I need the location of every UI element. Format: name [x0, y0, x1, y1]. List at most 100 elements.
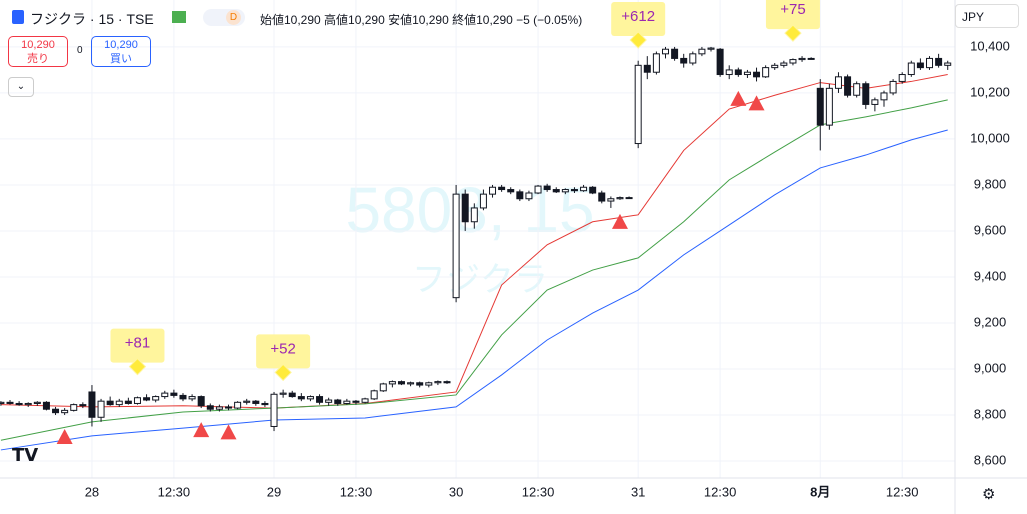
candle-body	[743, 71, 751, 76]
buy-price: 10,290	[104, 39, 138, 51]
candle-body	[316, 396, 324, 403]
logo-icon	[12, 10, 24, 24]
y-tick-label: 10,200	[970, 84, 1010, 99]
x-tick-label: 12:30	[704, 484, 737, 499]
annotation-diamond	[128, 357, 147, 376]
annotation: +81	[110, 328, 165, 376]
candle-body	[443, 381, 451, 384]
candle-body	[916, 62, 924, 69]
candle-body	[461, 193, 469, 223]
sell-label: 売り	[27, 53, 49, 65]
settings-icon[interactable]: ⚙	[982, 486, 996, 503]
candle-body	[370, 390, 378, 400]
candle-body	[115, 400, 123, 406]
candle-body	[42, 401, 50, 410]
ma-line	[0, 99, 948, 441]
candle-body	[279, 392, 287, 395]
sell-button[interactable]: 10,290 売り	[8, 36, 68, 67]
candle-body	[234, 401, 242, 409]
y-tick-label: 9,400	[974, 268, 1007, 283]
candle-body	[880, 92, 888, 101]
collapse-button[interactable]: ⌄	[8, 77, 34, 97]
ohlc: 始値10,290 高値10,290 安値10,290 終値10,290 −5 (…	[260, 13, 583, 27]
y-tick-label: 10,400	[970, 38, 1010, 53]
candle-body	[689, 53, 697, 64]
candle-body	[452, 193, 460, 299]
candle-body	[215, 406, 223, 410]
y-tick-label: 9,000	[974, 360, 1007, 375]
annotation-diamond	[784, 24, 802, 42]
candle-body	[397, 381, 405, 385]
x-tick-label: 12:30	[158, 484, 191, 499]
candle-body	[161, 392, 169, 398]
x-tick-label: 8月	[810, 484, 830, 499]
candle-body	[643, 64, 651, 73]
y-tick-label: 8,800	[974, 406, 1007, 421]
y-tick-label: 9,600	[974, 222, 1007, 237]
candle-body	[907, 62, 915, 76]
candle-body	[898, 74, 906, 82]
candle-body	[416, 382, 424, 386]
buy-button[interactable]: 10,290 買い	[91, 36, 151, 67]
candle-body	[871, 99, 879, 105]
candle-body	[206, 405, 214, 410]
candle-body	[498, 186, 506, 191]
candle-body	[771, 64, 779, 69]
currency[interactable]: JPY	[955, 4, 1019, 28]
candle-body	[133, 397, 141, 404]
candle-body	[926, 57, 934, 69]
x-tick-label: 29	[267, 484, 281, 499]
candle-body	[70, 404, 78, 411]
candle-body	[570, 189, 578, 192]
candle-body	[862, 83, 870, 105]
annotation-box	[611, 2, 666, 37]
candle-body	[853, 83, 861, 96]
candle-body	[834, 76, 842, 89]
candle-body	[61, 409, 69, 414]
candle-body	[479, 193, 487, 209]
annotation-box	[256, 334, 311, 369]
signal-marker	[193, 422, 210, 438]
candle-body	[152, 396, 160, 401]
candle-body	[780, 62, 788, 66]
watermark-code: 5803, 15	[345, 174, 594, 246]
candle-body	[434, 381, 442, 384]
candle-body	[33, 401, 41, 404]
candle-body	[789, 59, 797, 64]
candle-body	[707, 47, 715, 50]
candle-body	[334, 399, 342, 404]
candle-body	[816, 87, 824, 126]
annotation-text: +75	[780, 1, 805, 18]
signal-marker	[730, 90, 747, 106]
candle-body	[798, 57, 806, 61]
annotation-text: +612	[621, 8, 655, 25]
x-tick-label: 12:30	[522, 484, 555, 499]
candle-body	[343, 400, 351, 404]
candle-body	[734, 69, 742, 76]
flag[interactable]	[172, 11, 186, 23]
candle-body	[124, 400, 132, 404]
candle-body	[652, 53, 660, 73]
y-tick-label: 9,800	[974, 176, 1007, 191]
candle-body	[97, 400, 105, 418]
watermark-name: フジクラ	[412, 261, 548, 299]
x-tick-label: 30	[449, 484, 463, 499]
candle-body	[288, 392, 296, 398]
symbol[interactable]: フジクラ · 15 · TSE	[30, 11, 154, 27]
candle-body	[24, 402, 32, 406]
candle-body	[143, 397, 151, 401]
candle-body	[352, 400, 360, 403]
annotation: +52	[256, 334, 311, 382]
sell-price: 10,290	[21, 39, 55, 51]
candle-body	[552, 189, 560, 193]
candle-body	[543, 185, 551, 191]
annotation: +75	[765, 0, 820, 42]
candle-body	[889, 80, 897, 94]
candle-body	[388, 381, 396, 385]
x-tick-label: 12:30	[886, 484, 919, 499]
candle-body	[252, 400, 260, 404]
candle-body	[425, 382, 433, 386]
candle-body	[379, 383, 387, 392]
candle-body	[507, 189, 515, 193]
